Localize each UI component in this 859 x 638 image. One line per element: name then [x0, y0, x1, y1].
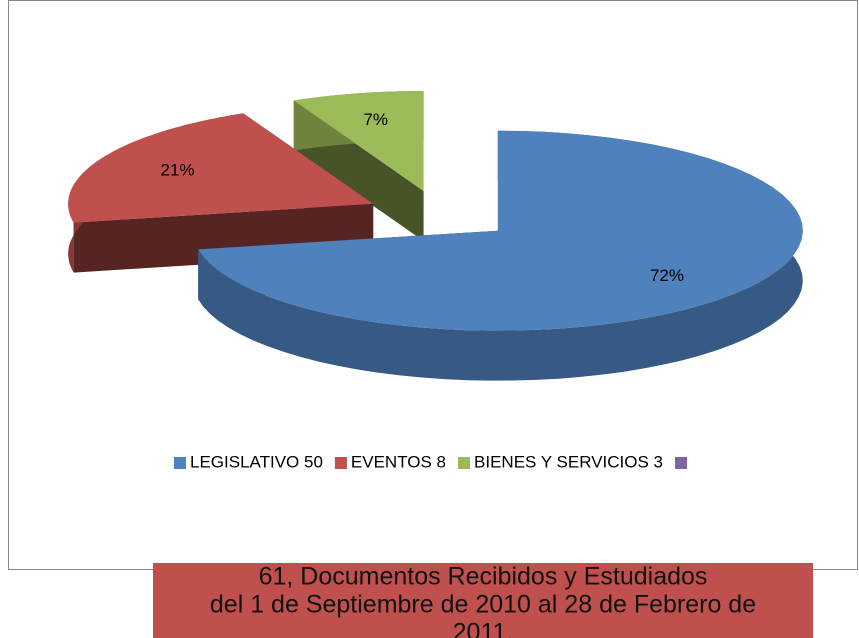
legend-label: LEGISLATIVO 50: [190, 452, 323, 471]
legend-swatch: [173, 457, 186, 469]
caption-line: 2011.: [453, 619, 514, 638]
legend-label: BIENES Y SERVICIOS 3: [474, 452, 663, 471]
slice: [68, 113, 374, 223]
legend-swatch: [675, 457, 688, 469]
data-label: 72%: [650, 266, 684, 285]
legend-label: EVENTOS 8: [351, 452, 446, 471]
caption-line: del 1 de Septiembre de 2010 al 28 de Feb…: [210, 591, 756, 619]
legend-swatch: [458, 457, 471, 469]
data-label: 7%: [363, 110, 388, 129]
data-label: 21%: [160, 161, 194, 180]
caption-box: [153, 563, 813, 638]
caption-line: 61, Documentos Recibidos y Estudiados: [259, 563, 708, 591]
slice: [198, 130, 803, 331]
legend-swatch: [334, 457, 347, 469]
slice: [293, 91, 424, 191]
